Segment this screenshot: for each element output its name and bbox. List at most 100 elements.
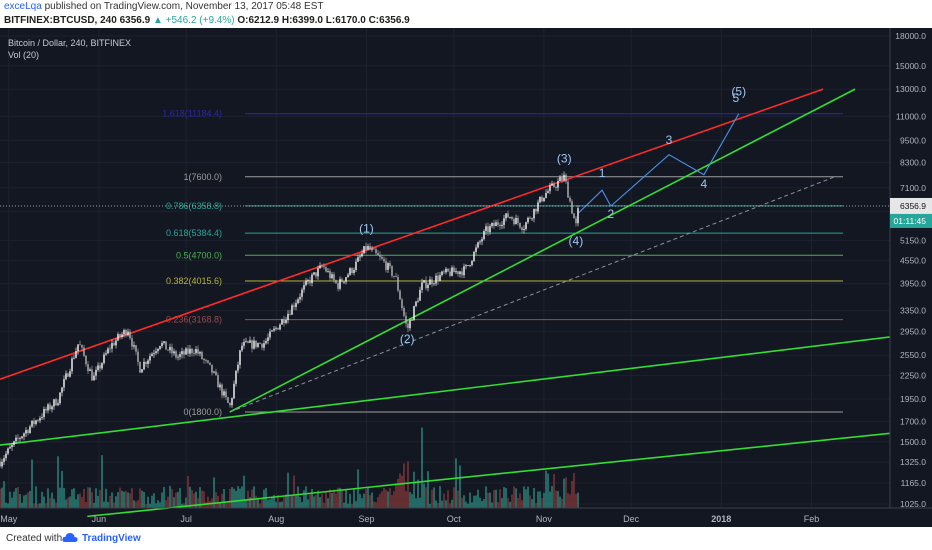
candle-body (257, 343, 259, 347)
fib-level-label: 1.618(11184.4) (162, 109, 222, 119)
volume-bar (329, 489, 331, 508)
fibonacci-levels: 1.618(11184.4) 1(7600.0) 0.786(6358.8) 0.61… (162, 109, 843, 417)
candle-body (411, 319, 413, 321)
projection-wave-label: 2 (607, 207, 614, 221)
candle-body (447, 268, 449, 272)
volume-bar (343, 502, 345, 508)
candle-body (177, 356, 179, 358)
candle-body (515, 217, 517, 225)
candle-body (183, 351, 185, 355)
volume-bar (455, 458, 457, 508)
candle-body (499, 224, 501, 227)
volume-bar (187, 475, 189, 508)
volume-bar (49, 497, 51, 508)
volume-bar (205, 502, 207, 508)
candle-body (267, 337, 269, 342)
candle-body (263, 343, 265, 348)
volume-bar (563, 478, 565, 508)
price-axis-panel[interactable] (890, 28, 932, 527)
volume-bar (577, 492, 579, 508)
projection-path: 1 2 3 4 5 (578, 91, 740, 221)
candle-body (437, 275, 439, 281)
volume-bar (23, 495, 25, 508)
ohlc-line: BITFINEX:BTCUSD, 240 6356.9 ▲ +546.2 (+9… (4, 15, 410, 26)
volume-bar (363, 493, 365, 508)
candle-body (315, 272, 317, 277)
candle-body (151, 353, 153, 357)
candle-body (59, 392, 61, 404)
fib-level-label: 1(7600.0) (183, 172, 222, 182)
volume-bar (75, 499, 77, 508)
candle-body (369, 246, 371, 250)
candle-body (83, 347, 85, 356)
countdown-box (890, 213, 932, 228)
volume-bar (111, 492, 113, 508)
time-tick-label: Aug (268, 514, 284, 524)
volume-bar (271, 496, 273, 508)
volume-bar (55, 502, 57, 508)
candle-body (275, 327, 277, 329)
volume-bar (41, 491, 43, 508)
candle-body (107, 348, 109, 354)
candle-body (481, 239, 483, 242)
volume-bar (15, 488, 17, 508)
volume-bar (199, 487, 201, 508)
volume-bar (51, 492, 53, 508)
candle-body (503, 218, 505, 225)
volume-bar (133, 500, 135, 508)
candle-body (299, 296, 301, 300)
candle-body (213, 371, 215, 373)
candle-body (171, 346, 173, 354)
candle-body (435, 275, 437, 284)
price-axis: 18000.0 15000.0 13000.0 11000.0 9500.0 8300.0… (895, 31, 926, 509)
volume-bar (123, 491, 125, 508)
candle-body (383, 258, 385, 262)
time-axis[interactable]: May Jun Jul Aug Sep Oct Nov Dec 2018 Feb (0, 514, 819, 524)
price-tick-label: 9500.0 (900, 135, 926, 145)
volume-bar (447, 490, 449, 508)
candle-body (561, 177, 563, 181)
candle-body (225, 391, 227, 398)
candle-body (467, 265, 469, 266)
volume-bar (365, 489, 367, 508)
current-price-box (890, 197, 932, 214)
volume-bar (285, 494, 287, 508)
candle-body (427, 284, 429, 289)
volume-bar (359, 493, 361, 508)
candle-body (55, 399, 57, 406)
volume-bar (107, 501, 109, 508)
candle-body (191, 348, 193, 354)
trendline-green (0, 336, 891, 446)
publisher-link[interactable]: exceLqa (4, 1, 42, 12)
volume-bar (267, 499, 269, 508)
candle-body (11, 444, 13, 448)
candle-body (441, 271, 443, 276)
candle-body (387, 263, 389, 270)
candle-body (505, 213, 507, 219)
volume-bar (225, 503, 227, 508)
price-tick-label: 2250.0 (900, 371, 926, 381)
candle-body (41, 417, 43, 419)
volume-bar (467, 503, 469, 508)
volume-bar (557, 491, 559, 508)
volume-bar (473, 495, 475, 508)
candle-body (119, 334, 121, 337)
price-chart[interactable]: 1.618(11184.4) 1(7600.0) 0.786(6358.8) 0.61… (0, 28, 932, 527)
candle-body (489, 226, 491, 233)
projection-wave-label: 5 (733, 91, 740, 105)
volume-bar (275, 501, 277, 508)
volume-bar (283, 496, 285, 508)
elliott-wave-label: (2) (400, 332, 415, 346)
candle-body (493, 223, 495, 227)
volume-bar (139, 488, 141, 508)
candle-body (15, 437, 17, 442)
volume-bar (497, 502, 499, 508)
volume-bar (269, 499, 271, 508)
candle-body (145, 361, 147, 365)
candle-body (253, 340, 255, 349)
volume-bar (509, 501, 511, 508)
tradingview-link[interactable]: TradingView (82, 533, 141, 544)
volume-bar (549, 491, 551, 508)
volume-bar (537, 491, 539, 508)
trendline-red (0, 88, 824, 380)
